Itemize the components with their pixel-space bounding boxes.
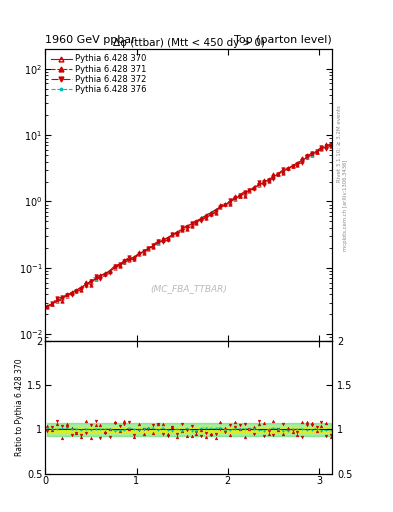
Legend: Pythia 6.428 370, Pythia 6.428 371, Pythia 6.428 372, Pythia 6.428 376: Pythia 6.428 370, Pythia 6.428 371, Pyth… <box>50 53 149 96</box>
Title: Δφ (ttbar) (Mtt < 450 dy > 0): Δφ (ttbar) (Mtt < 450 dy > 0) <box>113 38 264 48</box>
Text: Top (parton level): Top (parton level) <box>234 35 332 45</box>
Text: Rivet 3.1.10; ≥ 3.2M events: Rivet 3.1.10; ≥ 3.2M events <box>337 105 342 182</box>
Y-axis label: Ratio to Pythia 6.428 370: Ratio to Pythia 6.428 370 <box>15 358 24 456</box>
Text: mcplots.cern.ch [arXiv:1306.3436]: mcplots.cern.ch [arXiv:1306.3436] <box>343 159 348 250</box>
Text: 1960 GeV ppbar: 1960 GeV ppbar <box>45 35 136 45</box>
Text: (MC_FBA_TTBAR): (MC_FBA_TTBAR) <box>150 284 227 293</box>
